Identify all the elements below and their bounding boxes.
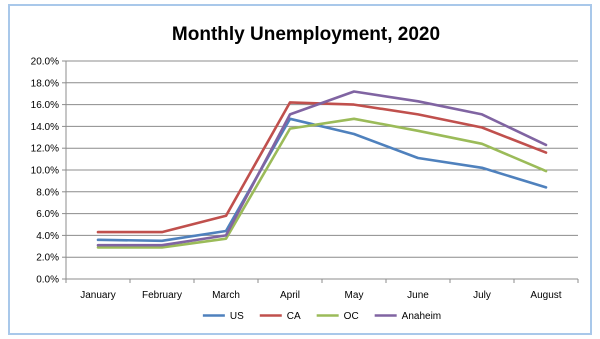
x-tick-label: March <box>212 290 240 301</box>
y-axis-tick-labels: 0.0% 2.0% 4.0% 6.0% 8.0% 10.0% 12.0% 14.0% 16.0%… <box>31 57 59 286</box>
x-tick-label: June <box>407 290 429 301</box>
x-tick-label: May <box>345 290 364 301</box>
series-line-oc <box>96 117 548 249</box>
series-line-anaheim <box>96 90 548 247</box>
y-tick-label: 8.0% <box>36 187 59 198</box>
y-tick-label: 20.0% <box>31 57 59 68</box>
y-tick-label: 18.0% <box>31 78 59 89</box>
grid-lines <box>66 60 578 258</box>
legend-item-us: US <box>202 311 244 322</box>
x-tick-label: April <box>280 290 300 301</box>
chart-title: Monthly Unemployment, 2020 <box>172 24 440 45</box>
legend-label: US <box>230 311 244 322</box>
y-tick-label: 16.0% <box>31 100 59 111</box>
chart-frame: Monthly Unemployment, 2020 0.0% 2.0% 4.0% 6… <box>8 4 592 335</box>
legend: US CA OC Anaheim <box>202 311 441 322</box>
x-tick-label: July <box>473 290 491 301</box>
axes <box>62 60 579 283</box>
y-tick-label: 14.0% <box>31 122 59 133</box>
series-line-us <box>96 117 548 243</box>
x-tick-label: August <box>530 290 561 301</box>
y-tick-label: 0.0% <box>36 275 59 286</box>
legend-item-anaheim: Anaheim <box>374 311 441 322</box>
line-chart: Monthly Unemployment, 2020 0.0% 2.0% 4.0% 6… <box>31 24 579 322</box>
y-tick-label: 4.0% <box>36 231 59 242</box>
y-tick-label: 10.0% <box>31 166 59 177</box>
legend-item-ca: CA <box>259 311 301 322</box>
x-tick-label: January <box>80 290 116 301</box>
legend-item-oc: OC <box>316 311 359 322</box>
legend-label: Anaheim <box>402 311 441 322</box>
legend-label: CA <box>287 311 301 322</box>
x-tick-label: February <box>142 290 182 301</box>
y-tick-label: 12.0% <box>31 144 59 155</box>
legend-label: OC <box>344 311 359 322</box>
x-axis-tick-labels: January February March April May June July Augu… <box>80 290 562 301</box>
series-lines <box>96 90 548 249</box>
y-tick-label: 6.0% <box>36 209 59 220</box>
y-tick-label: 2.0% <box>36 253 59 264</box>
